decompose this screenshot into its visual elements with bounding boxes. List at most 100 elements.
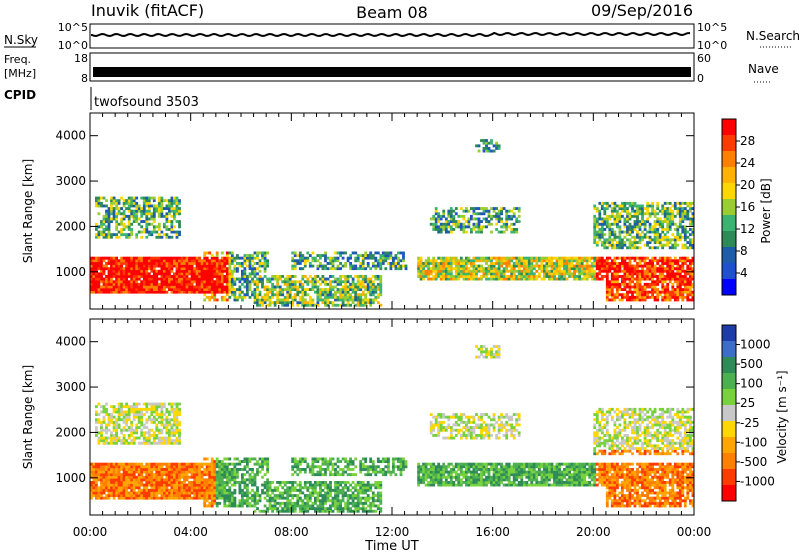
heatmap-cell xyxy=(681,207,685,210)
heatmap-cell xyxy=(351,267,355,271)
heatmap-cell xyxy=(628,272,632,276)
heatmap-cell xyxy=(165,420,169,424)
heatmap-cell xyxy=(593,233,597,237)
heatmap-cell xyxy=(673,214,677,218)
heatmap-cell xyxy=(590,269,594,273)
heatmap-cell xyxy=(102,418,106,422)
heatmap-cell xyxy=(648,285,652,289)
heatmap-cell xyxy=(638,264,642,268)
heatmap-cell xyxy=(155,483,159,487)
heatmap-cell xyxy=(142,441,146,445)
heatmap-cell xyxy=(117,288,121,291)
heatmap-cell xyxy=(198,269,201,273)
heatmap-cell xyxy=(530,262,534,265)
heatmap-cell xyxy=(132,220,136,223)
heatmap-cell xyxy=(563,272,566,276)
heatmap-cell xyxy=(198,473,201,477)
heatmap-cell xyxy=(349,264,352,268)
heatmap-cell xyxy=(575,264,579,268)
heatmap-cell xyxy=(321,298,325,302)
heatmap-cell xyxy=(160,428,164,432)
heatmap-cell xyxy=(643,264,647,268)
heatmap-cell xyxy=(130,478,134,482)
heatmap-cell xyxy=(160,204,164,208)
heatmap-cell xyxy=(376,262,380,265)
heatmap-cell xyxy=(356,280,360,284)
heatmap-cell xyxy=(293,298,297,302)
heatmap-cell xyxy=(495,222,498,226)
heatmap-cell xyxy=(92,259,96,263)
nsearch-tick-bottom: 10^0 xyxy=(697,39,727,52)
heatmap-cell xyxy=(122,267,126,271)
heatmap-cell xyxy=(205,290,209,294)
heatmap-cell xyxy=(170,277,174,281)
heatmap-cell xyxy=(271,295,274,299)
heatmap-cell xyxy=(195,488,199,492)
heatmap-cell xyxy=(248,295,252,299)
heatmap-cell xyxy=(510,272,514,276)
heatmap-cell xyxy=(437,228,441,231)
heatmap-cell xyxy=(613,277,617,281)
heatmap-cell xyxy=(671,295,675,299)
heatmap-cell xyxy=(512,275,516,278)
heatmap-cell xyxy=(427,259,430,263)
heatmap-cell xyxy=(683,209,687,213)
heatmap-cell xyxy=(666,217,670,221)
heatmap-cell xyxy=(203,504,207,508)
heatmap-cell xyxy=(122,470,126,474)
heatmap-cell xyxy=(163,280,166,284)
heatmap-cell xyxy=(490,149,493,153)
heatmap-cell xyxy=(220,269,224,273)
heatmap-cell xyxy=(243,285,247,289)
heatmap-cell xyxy=(676,238,680,242)
heatmap-cell xyxy=(208,501,212,505)
heatmap-cell xyxy=(583,256,587,260)
heatmap-cell xyxy=(636,220,639,223)
heatmap-cell xyxy=(497,264,501,268)
heatmap-cell xyxy=(636,207,639,210)
heatmap-cell xyxy=(497,267,501,271)
heatmap-cell xyxy=(578,262,581,265)
heatmap-cell xyxy=(683,269,687,273)
heatmap-cell xyxy=(278,298,282,302)
heatmap-cell xyxy=(673,243,677,247)
heatmap-cell xyxy=(256,251,259,255)
heatmap-cell xyxy=(233,267,237,271)
heatmap-cell xyxy=(152,491,156,495)
heatmap-cell xyxy=(598,262,602,265)
heatmap-cell xyxy=(399,267,403,271)
heatmap-cell xyxy=(228,288,232,291)
heatmap-cell xyxy=(500,225,503,229)
heatmap-cell xyxy=(251,277,254,281)
heatmap-cell xyxy=(122,434,126,437)
heatmap-cell xyxy=(530,277,534,281)
heatmap-cell xyxy=(610,288,614,291)
heatmap-cell xyxy=(147,233,151,237)
heatmap-cell xyxy=(175,402,179,406)
heatmap-cell xyxy=(155,288,159,291)
heatmap-cell xyxy=(266,298,269,302)
heatmap-cell xyxy=(291,288,295,291)
heatmap-cell xyxy=(147,259,151,263)
heatmap-cell xyxy=(157,204,161,208)
heatmap-cell xyxy=(152,418,156,422)
heatmap-cell xyxy=(102,222,106,226)
heatmap-cell xyxy=(324,264,327,268)
heatmap-cell xyxy=(188,272,191,276)
heatmap-cell xyxy=(603,246,607,250)
heatmap-cell xyxy=(175,478,179,482)
heatmap-cell xyxy=(505,267,509,271)
heatmap-cell xyxy=(137,496,141,500)
heatmap-cell xyxy=(233,259,237,263)
heatmap-cell xyxy=(598,256,602,260)
heatmap-cell xyxy=(112,436,116,440)
freq-unit-label: [MHz] xyxy=(4,67,36,80)
heatmap-cell xyxy=(258,277,262,281)
heatmap-cell xyxy=(339,275,342,278)
heatmap-cell xyxy=(636,288,639,291)
heatmap-cell xyxy=(100,426,103,429)
heatmap-cell xyxy=(258,269,262,273)
heatmap-cell xyxy=(442,209,446,213)
heatmap-cell xyxy=(663,295,667,299)
heatmap-cell xyxy=(203,264,207,268)
